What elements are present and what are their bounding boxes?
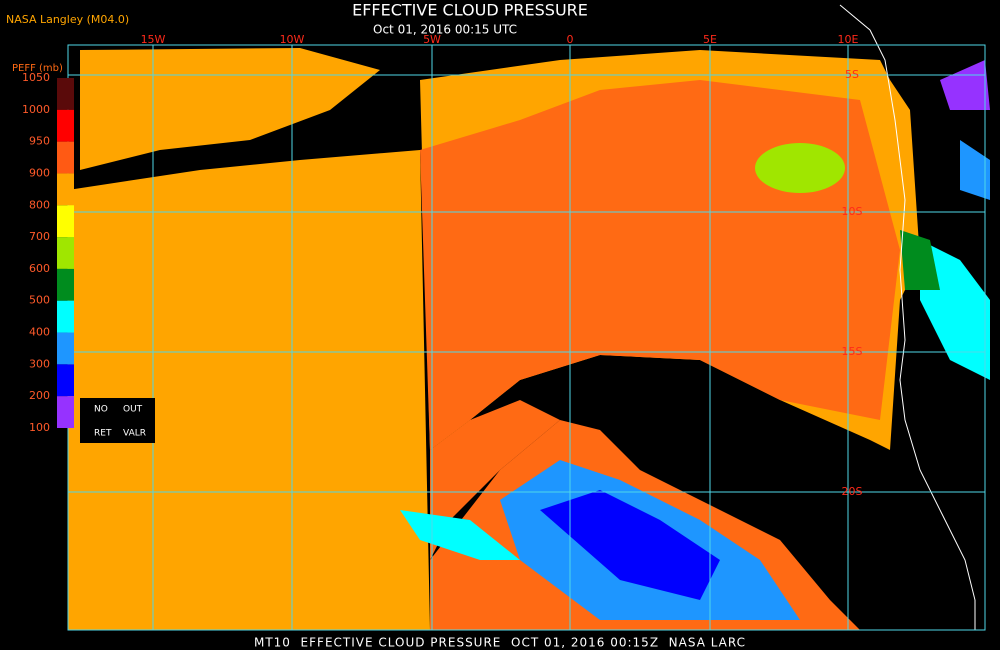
latitude-label: 10S	[842, 205, 863, 218]
colorbar-segment	[57, 300, 74, 333]
colorbar-label: 900	[29, 166, 50, 179]
colorbar-label: 950	[29, 135, 50, 148]
legend-note: VALR	[123, 429, 146, 439]
cloud-region	[920, 240, 990, 380]
cloud-region	[540, 490, 720, 600]
colorbar-label: 400	[29, 326, 50, 339]
colorbar-segment	[57, 332, 74, 365]
longitude-label: 5W	[423, 33, 441, 46]
cloud-region	[755, 143, 845, 193]
cloud-region	[960, 140, 990, 200]
colorbar-label: 300	[29, 357, 50, 370]
colorbar-label: 1000	[22, 103, 50, 116]
colorbar-label: 600	[29, 262, 50, 275]
longitude-label: 0	[567, 33, 574, 46]
colorbar-segment	[57, 205, 74, 238]
title: EFFECTIVE CLOUD PRESSURE	[352, 1, 588, 20]
cloud-region	[400, 510, 520, 560]
cloud-region	[940, 60, 990, 110]
source-label: NASA Langley (M04.0)	[6, 13, 129, 26]
longitude-label: 10E	[838, 33, 859, 46]
legend-note: NO	[94, 405, 108, 415]
latitude-label: 20S	[842, 485, 863, 498]
subtitle: Oct 01, 2016 00:15 UTC	[373, 23, 517, 37]
colorbar-label: 100	[29, 421, 50, 434]
colorbar-segment	[57, 141, 74, 174]
legend: PEFF (mb) NO RET OUT VALR 1050 1000 950 900…	[12, 63, 155, 443]
latitude-label: 5S	[845, 68, 859, 81]
colorbar-label: 800	[29, 198, 50, 211]
footer: MT10 EFFECTIVE CLOUD PRESSURE OCT 01, 20…	[254, 636, 746, 650]
cloud-region	[68, 150, 430, 630]
colorbar-segment	[57, 78, 74, 110]
cloud-region	[80, 48, 380, 170]
cloud-region	[900, 230, 940, 290]
longitude-label: 5E	[703, 33, 717, 46]
colorbar-label: 1050	[22, 71, 50, 84]
legend-panel	[80, 398, 155, 443]
legend-note: OUT	[123, 405, 143, 415]
colorbar-label: 700	[29, 230, 50, 243]
colorbar-segment	[57, 364, 74, 397]
colorbar-segment	[57, 237, 74, 269]
longitude-label: 15W	[141, 33, 166, 46]
colorbar-segment	[57, 109, 74, 142]
colorbar-segment	[57, 173, 74, 206]
coastline	[839, 4, 976, 630]
longitude-label: 10W	[280, 33, 305, 46]
colorbar-segment	[57, 268, 74, 301]
cloud-region	[430, 400, 560, 560]
legend-note: RET	[94, 429, 112, 439]
cloud-field	[68, 48, 990, 630]
colorbar-label: 500	[29, 294, 50, 307]
latitude-label: 15S	[842, 345, 863, 358]
colorbar-segment	[57, 396, 74, 428]
legend-title: PEFF (mb)	[12, 63, 63, 74]
colorbar-label: 200	[29, 389, 50, 402]
